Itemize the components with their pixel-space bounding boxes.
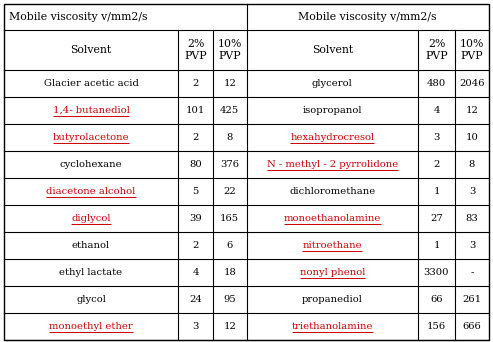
Text: monoethanolamine: monoethanolamine [283,214,381,223]
Text: 165: 165 [220,214,239,223]
Text: Mobile viscosity v/mm2/s: Mobile viscosity v/mm2/s [298,12,437,22]
Text: -: - [470,268,474,277]
Text: 66: 66 [430,295,443,304]
Text: 39: 39 [189,214,202,223]
Text: 4: 4 [433,106,440,115]
Text: 156: 156 [427,322,446,331]
Text: glycol: glycol [76,295,106,304]
Text: 22: 22 [223,187,236,196]
Text: butyrolacetone: butyrolacetone [53,133,129,142]
Text: 3: 3 [192,322,199,331]
Text: 2046: 2046 [459,79,485,88]
Text: 95: 95 [223,295,236,304]
Text: 3: 3 [469,187,475,196]
Text: diglycol: diglycol [71,214,111,223]
Text: 261: 261 [462,295,482,304]
Text: 10%
PVP: 10% PVP [217,39,242,61]
Text: 80: 80 [189,160,202,169]
Text: 4: 4 [192,268,199,277]
Text: 6: 6 [227,241,233,250]
Text: 2: 2 [192,241,199,250]
Text: 3300: 3300 [424,268,449,277]
Text: 12: 12 [223,322,236,331]
Text: nitroethane: nitroethane [302,241,362,250]
Text: 2: 2 [433,160,440,169]
Text: dichloromethane: dichloromethane [289,187,375,196]
Text: ethanol: ethanol [72,241,110,250]
Text: nonyl phenol: nonyl phenol [300,268,365,277]
Text: Mobile viscosity v/mm2/s: Mobile viscosity v/mm2/s [9,12,147,22]
Text: 2%
PVP: 2% PVP [184,39,207,61]
Text: 666: 666 [462,322,481,331]
Text: 5: 5 [192,187,199,196]
Text: monoethyl ether: monoethyl ether [49,322,133,331]
Text: 1: 1 [433,187,440,196]
Text: triethanolamine: triethanolamine [291,322,373,331]
Text: 376: 376 [220,160,239,169]
Text: 2: 2 [192,79,199,88]
Text: diacetone alcohol: diacetone alcohol [46,187,136,196]
Text: ethyl lactate: ethyl lactate [60,268,123,277]
Text: 101: 101 [186,106,205,115]
Text: 1: 1 [433,241,440,250]
Text: isopropanol: isopropanol [303,106,362,115]
Text: 480: 480 [427,79,446,88]
Text: 10%
PVP: 10% PVP [460,39,484,61]
Text: glycerol: glycerol [312,79,352,88]
Text: 24: 24 [189,295,202,304]
Text: hexahydrocresol: hexahydrocresol [290,133,374,142]
Text: propanediol: propanediol [302,295,363,304]
Text: 12: 12 [223,79,236,88]
Text: 3: 3 [433,133,440,142]
Text: 8: 8 [469,160,475,169]
Text: 27: 27 [430,214,443,223]
Text: 18: 18 [223,268,236,277]
Text: Solvent: Solvent [312,45,353,55]
Text: 12: 12 [465,106,478,115]
Text: 3: 3 [469,241,475,250]
Text: 10: 10 [465,133,478,142]
Text: Solvent: Solvent [70,45,111,55]
Text: 2: 2 [192,133,199,142]
Text: cyclohexane: cyclohexane [60,160,122,169]
Text: 2%
PVP: 2% PVP [425,39,448,61]
Text: Glacier acetic acid: Glacier acetic acid [43,79,139,88]
Text: N - methyl - 2 pyrrolidone: N - methyl - 2 pyrrolidone [267,160,398,169]
Text: 8: 8 [227,133,233,142]
Text: 1,4- butanediol: 1,4- butanediol [53,106,130,115]
Text: 83: 83 [465,214,478,223]
Text: 425: 425 [220,106,240,115]
